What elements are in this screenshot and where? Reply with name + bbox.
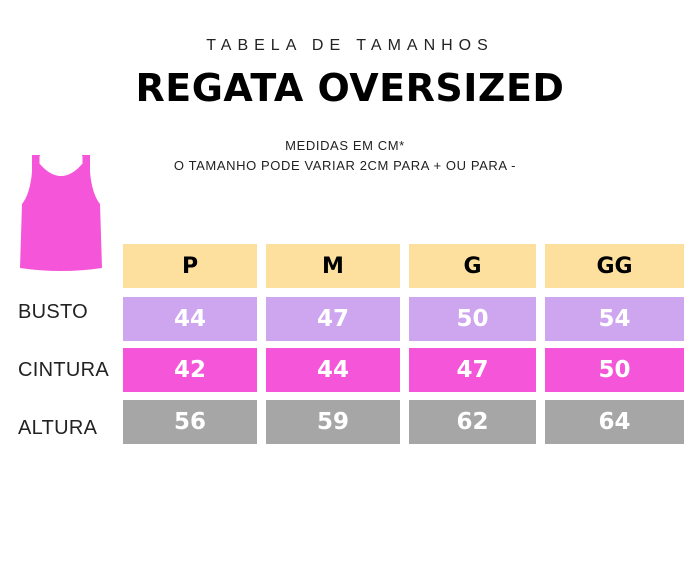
altura-p-value: 56 [123, 400, 257, 444]
altura-m-value: 59 [266, 400, 400, 444]
measurement-note: MEDIDAS EM CM* [285, 138, 405, 153]
size-header-p: P [123, 244, 257, 288]
busto-p-value: 44 [123, 297, 257, 341]
variation-note: O TAMANHO PODE VARIAR 2CM PARA + OU PARA… [173, 158, 517, 173]
busto-gg-value: 54 [545, 297, 684, 341]
busto-m-value: 47 [266, 297, 400, 341]
page-title: REGATA OVERSIZED [135, 66, 565, 110]
busto-g-value: 50 [409, 297, 536, 341]
size-header-g: G [409, 244, 536, 288]
row-label-altura: ALTURA [18, 417, 98, 439]
size-header-m: M [266, 244, 400, 288]
cintura-m-value: 44 [266, 348, 400, 392]
row-label-cintura: CINTURA [18, 359, 109, 381]
altura-gg-value: 64 [545, 400, 684, 444]
page-subtitle: TABELA DE TAMANHOS [206, 37, 494, 54]
altura-g-value: 62 [409, 400, 536, 444]
cintura-gg-value: 50 [545, 348, 684, 392]
cintura-g-value: 47 [409, 348, 536, 392]
tank-top-icon [20, 155, 102, 271]
cintura-p-value: 42 [123, 348, 257, 392]
size-header-gg: GG [545, 244, 684, 288]
row-label-busto: BUSTO [18, 301, 89, 323]
